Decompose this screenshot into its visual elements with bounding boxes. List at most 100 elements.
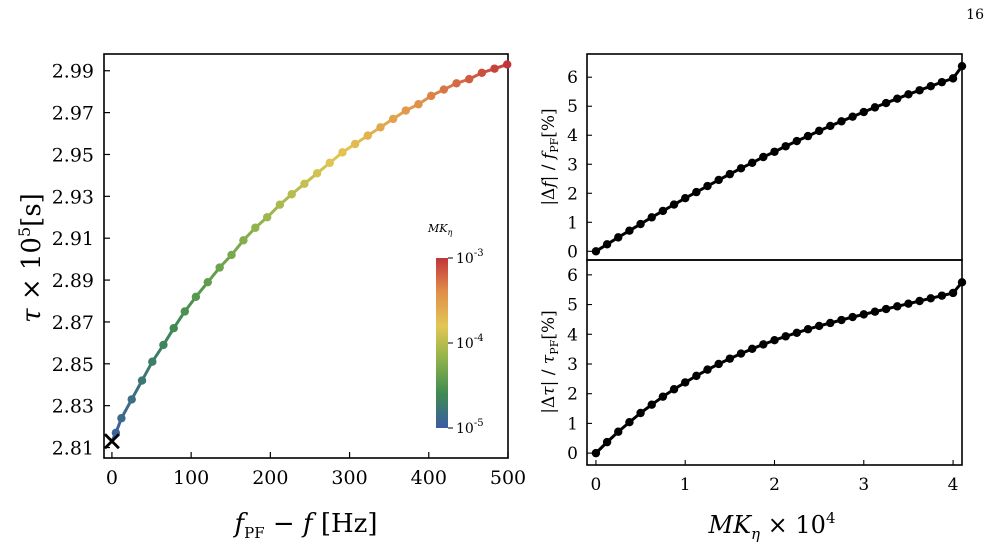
right-bottom-x-tick-label: 3: [858, 475, 869, 495]
left-data-point: [287, 190, 296, 199]
left-data-point: [401, 106, 411, 115]
right-top-y-tick-label: 1: [567, 213, 578, 233]
right-top-y-tick-label: 4: [567, 126, 578, 146]
left-y-ticks: 2.81 2.83 2.85 2.87 2.89 2.91 2.93 2.95 2.97 2.99: [52, 61, 110, 460]
left-x-tick-label: 500: [490, 467, 526, 489]
left-data-point: [426, 91, 436, 101]
right-bottom-x-tick-label: 2: [769, 475, 780, 495]
right-top-data-point: [915, 86, 924, 95]
right-top-chart: 0 1 2 3 4 5 6 |Δf| / fPF[%]: [539, 53, 967, 262]
right-bottom-x-tick-label: 1: [680, 475, 691, 495]
left-data-point: [215, 263, 224, 272]
right-bottom-data-point: [614, 427, 623, 436]
right-top-data-point: [859, 107, 868, 117]
right-top-y-tick-label: 0: [567, 242, 578, 262]
left-data-point: [191, 292, 201, 302]
right-bottom-data-point: [669, 385, 679, 394]
right-top-series: [591, 61, 967, 256]
right-top-data-point: [747, 158, 757, 168]
right-bottom-data-point: [848, 312, 857, 322]
left-data-point: [251, 223, 260, 232]
right-bottom-data-point: [948, 288, 958, 298]
right-bottom-x-tick-label: 0: [591, 475, 602, 495]
right-top-data-point: [614, 233, 623, 242]
left-data-point: [239, 236, 248, 245]
right-bottom-y-axis-label: |Δτ| / τPF[%]: [539, 310, 561, 414]
right-top-data-point: [948, 74, 958, 83]
right-top-y-tick-label: 5: [567, 97, 578, 117]
right-top-y-ticks: 0 1 2 3 4 5 6: [567, 68, 592, 262]
right-bottom-series-line: [594, 281, 964, 455]
right-bottom-data-point: [814, 321, 824, 331]
right-bottom-data-point: [725, 354, 735, 363]
right-bottom-data-point: [781, 332, 790, 341]
colorbar-tick-label: 10-4: [456, 333, 484, 352]
colorbar-bar: [436, 258, 448, 428]
right-top-data-point: [926, 82, 935, 91]
left-series: [110, 60, 512, 443]
left-data-point: [203, 277, 212, 287]
right-bottom-series: [591, 278, 967, 458]
left-x-axis-label: fPF − f [Hz]: [232, 509, 377, 542]
left-data-point: [227, 250, 236, 260]
right-top-data-point: [602, 240, 612, 249]
right-bottom-data-point: [792, 328, 802, 337]
right-top-data-point: [957, 61, 967, 71]
right-top-data-point: [658, 206, 668, 216]
colorbar-tick-label: 10-3: [456, 248, 484, 267]
left-data-point: [312, 169, 322, 178]
right-bottom-y-ticks: 0 1 2 3 4 5 6: [567, 266, 592, 464]
right-bottom-chart: 0 1 2 3 4 5 6 0 1 2 3 4 |Δτ| / τPF[%] MKη × 104: [539, 259, 967, 543]
left-data-point: [117, 414, 126, 423]
right-top-data-point: [681, 194, 690, 203]
left-x-ticks: 0 100 200 300 400 500: [106, 452, 526, 489]
right-bottom-data-point: [904, 299, 913, 308]
right-top-data-point: [669, 200, 679, 209]
left-data-point: [388, 114, 398, 124]
left-chart: 2.81 2.83 2.85 2.87 2.89 2.91 2.93 2.95 2.97 2.99…: [15, 53, 526, 542]
right-top-data-point: [647, 213, 656, 222]
left-data-point: [414, 100, 423, 109]
left-data-point: [477, 68, 487, 78]
right-bottom-x-tick-label: 4: [948, 475, 959, 495]
left-x-tick-label: 400: [411, 467, 447, 489]
right-bottom-data-point: [893, 302, 902, 311]
right-bottom-data-point: [770, 336, 779, 345]
left-y-tick-label: 2.81: [52, 438, 94, 460]
left-data-point: [169, 324, 178, 333]
right-top-data-point: [714, 175, 723, 185]
left-x-tick-label: 300: [331, 467, 367, 489]
page-number: 16: [966, 7, 984, 23]
right-top-y-tick-label: 2: [567, 184, 578, 204]
right-bottom-data-point: [859, 310, 868, 319]
left-data-point: [464, 74, 474, 84]
right-bottom-data-point: [915, 296, 924, 306]
right-bottom-data-point: [625, 418, 634, 427]
right-top-data-point: [591, 247, 601, 256]
right-top-data-point: [792, 136, 802, 146]
colorbar: MKη 10-5 10-4 10-3: [427, 222, 484, 437]
left-plot-frame: [103, 53, 509, 459]
left-data-point: [127, 395, 136, 404]
right-top-data-point: [736, 164, 746, 173]
left-y-tick-label: 2.97: [52, 103, 94, 125]
right-top-data-point: [837, 117, 846, 126]
colorbar-ticks: 10-5 10-4 10-3: [448, 248, 484, 437]
left-data-point: [338, 148, 347, 157]
pf-cross-marker: [103, 433, 120, 450]
right-top-data-point: [904, 90, 913, 99]
right-bottom-data-point: [937, 291, 947, 300]
left-data-point: [376, 123, 385, 132]
right-bottom-data-point: [736, 349, 746, 358]
right-top-data-point: [893, 94, 902, 103]
left-x-tick-label: 200: [252, 467, 288, 489]
right-bottom-y-tick-label: 2: [567, 385, 578, 405]
left-y-tick-label: 2.87: [52, 312, 94, 334]
right-bottom-data-point: [658, 392, 668, 401]
left-data-point: [180, 307, 189, 316]
right-bottom-data-point: [926, 294, 935, 303]
left-y-tick-label: 2.93: [52, 186, 94, 208]
right-bottom-data-point: [591, 448, 601, 458]
left-data-point: [490, 64, 499, 73]
